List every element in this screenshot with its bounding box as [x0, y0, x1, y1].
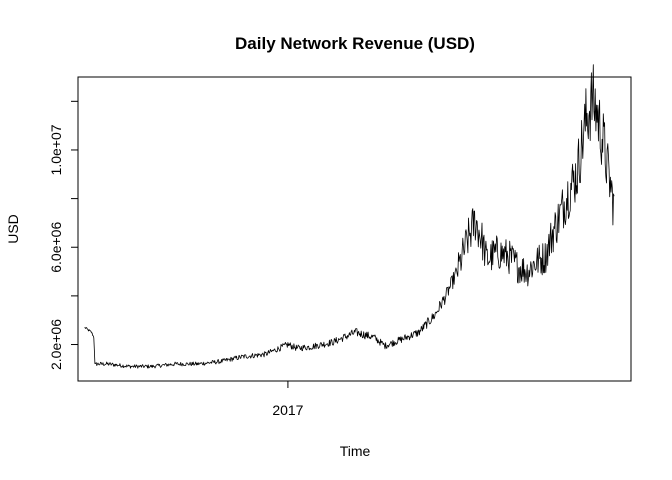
y-tick-label: 6.0e+06 [48, 222, 64, 273]
chart-title: Daily Network Revenue (USD) [235, 34, 475, 53]
x-tick-label: 2017 [272, 402, 303, 418]
x-axis: 2017 [272, 381, 304, 418]
x-axis-label: Time [340, 443, 371, 459]
y-tick-label: 1.0e+07 [48, 124, 64, 175]
y-tick-label: 2.0e+06 [48, 319, 64, 370]
y-axis-label: USD [5, 214, 21, 244]
plot-frame [77, 76, 632, 382]
series-line-usd [84, 64, 615, 369]
y-axis: 2.0e+06 6.0e+06 1.0e+07 [48, 100, 79, 370]
